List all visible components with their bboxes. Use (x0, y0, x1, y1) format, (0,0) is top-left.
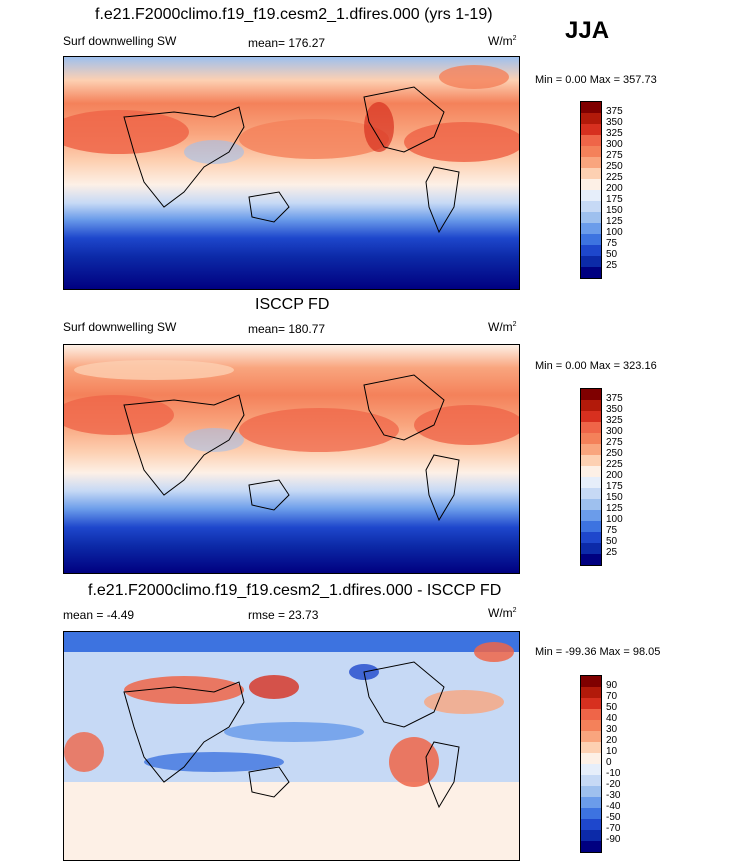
panel-2-colorbar-tick-label: 325 (606, 415, 623, 426)
panel-3-colorbar (580, 675, 602, 853)
panel-1-colorbar-tick-label: 200 (606, 183, 623, 194)
panel-2-colorbar-tick-label: 275 (606, 437, 623, 448)
panel-2-minmax: Min = 0.00 Max = 323.16 (535, 360, 657, 372)
panel-3-map-field (64, 632, 519, 860)
panel-3-colorbar-tick-label: 70 (606, 691, 618, 702)
panel-3-colorbar-tick-label: -10 (606, 768, 621, 779)
panel-1-colorbar-tick-label: 75 (606, 238, 618, 249)
panel-3-map (63, 631, 520, 861)
panel-2-colorbar-tick-label: 175 (606, 481, 623, 492)
panel-3-colorbar-tick-label: 20 (606, 735, 618, 746)
panel-1-map-field (64, 57, 519, 289)
panel-2-colorbar (580, 388, 602, 566)
panel-1-variable-label: Surf downwelling SW (63, 34, 177, 48)
panel-3-colorbar-tick-label: -30 (606, 790, 621, 801)
panel-3-colorbar-tick-label: -50 (606, 812, 621, 823)
panel-1-colorbar-tick-label: 375 (606, 106, 623, 117)
panel-3-colorbar-tick-label: 40 (606, 713, 618, 724)
panel-2-colorbar-tick-label: 150 (606, 492, 623, 503)
panel-3-colorbar-tick-label: -70 (606, 823, 621, 834)
panel-3-units: W/m2 (488, 606, 517, 620)
panel-2-colorbar-tick-label: 225 (606, 459, 623, 470)
panel-1-title: f.e21.F2000climo.f19_f19.cesm2_1.dfires.… (95, 6, 493, 23)
panel-1-minmax: Min = 0.00 Max = 357.73 (535, 74, 657, 86)
panel-2-title: ISCCP FD (255, 296, 330, 313)
panel-3-colorbar-tick-label: -20 (606, 779, 621, 790)
panel-2-colorbar-tick-label: 25 (606, 547, 618, 558)
panel-1-colorbar-tick-label: 125 (606, 216, 623, 227)
panel-2-map (63, 344, 520, 574)
panel-3-mean-label: mean = -4.49 (63, 608, 135, 622)
panel-2-colorbar-tick-label: 75 (606, 525, 618, 536)
panel-1-colorbar (580, 101, 602, 279)
panel-2-colorbar-tick-label: 250 (606, 448, 623, 459)
panel-1-colorbar-tick-label: 300 (606, 139, 623, 150)
panel-1-colorbar-tick-label: 100 (606, 227, 623, 238)
panel-2-colorbar-tick-label: 50 (606, 536, 618, 547)
panel-2-mean-label: mean= 180.77 (248, 322, 326, 336)
panel-3-colorbar-tick-label: 30 (606, 724, 618, 735)
panel-3-colorbar-tick-label: 90 (606, 680, 618, 691)
panel-3-colorbar-tick-label: 0 (606, 757, 612, 768)
panel-1-colorbar-tick-label: 325 (606, 128, 623, 139)
panel-2-units: W/m2 (488, 320, 517, 334)
panel-2-colorbar-tick-label: 375 (606, 393, 623, 404)
panel-3-rmse-label: rmse = 23.73 (248, 608, 319, 622)
panel-3-colorbar-tick-label: 10 (606, 746, 618, 757)
panel-2-variable-label: Surf downwelling SW (63, 320, 177, 334)
panel-1-colorbar-tick-label: 225 (606, 172, 623, 183)
panel-1-colorbar-tick-label: 50 (606, 249, 618, 260)
panel-1-colorbar-tick-label: 275 (606, 150, 623, 161)
panel-1-colorbar-tick-label: 175 (606, 194, 623, 205)
panel-2-colorbar-tick-label: 350 (606, 404, 623, 415)
season-label: JJA (565, 17, 610, 44)
panel-1-units: W/m2 (488, 34, 517, 48)
panel-1-colorbar-tick-label: 350 (606, 117, 623, 128)
panel-1-colorbar-tick-label: 150 (606, 205, 623, 216)
panel-2-colorbar-tick-label: 200 (606, 470, 623, 481)
panel-2-colorbar-tick-label: 125 (606, 503, 623, 514)
panel-1-colorbar-tick-label: 25 (606, 260, 618, 271)
panel-2-colorbar-tick-label: 100 (606, 514, 623, 525)
panel-2-colorbar-tick-label: 300 (606, 426, 623, 437)
panel-1-mean-label: mean= 176.27 (248, 36, 326, 50)
panel-1-map (63, 56, 520, 290)
panel-3-title: f.e21.F2000climo.f19_f19.cesm2_1.dfires.… (88, 582, 502, 599)
panel-3-colorbar-tick-label: 50 (606, 702, 618, 713)
panel-3-colorbar-tick-label: -90 (606, 834, 621, 845)
panel-3-minmax: Min = -99.36 Max = 98.05 (535, 646, 661, 658)
panel-3-colorbar-tick-label: -40 (606, 801, 621, 812)
panel-2-map-field (64, 345, 519, 573)
panel-1-colorbar-tick-label: 250 (606, 161, 623, 172)
